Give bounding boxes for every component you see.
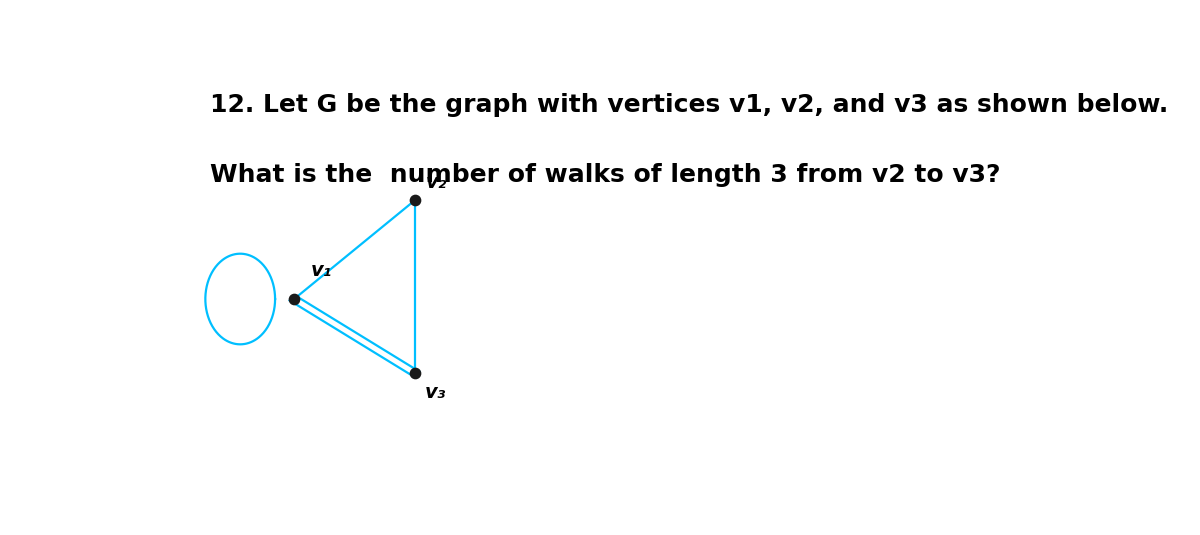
Text: v₁: v₁ bbox=[311, 262, 332, 280]
Text: 12. Let G be the graph with vertices v1, v2, and v3 as shown below.: 12. Let G be the graph with vertices v1,… bbox=[210, 93, 1169, 117]
Point bbox=[284, 295, 304, 303]
Point bbox=[406, 369, 425, 378]
Text: What is the  number of walks of length 3 from v2 to v3?: What is the number of walks of length 3 … bbox=[210, 163, 1001, 187]
Point bbox=[406, 196, 425, 204]
Text: v₂: v₂ bbox=[426, 173, 448, 192]
Text: v₃: v₃ bbox=[425, 384, 445, 402]
